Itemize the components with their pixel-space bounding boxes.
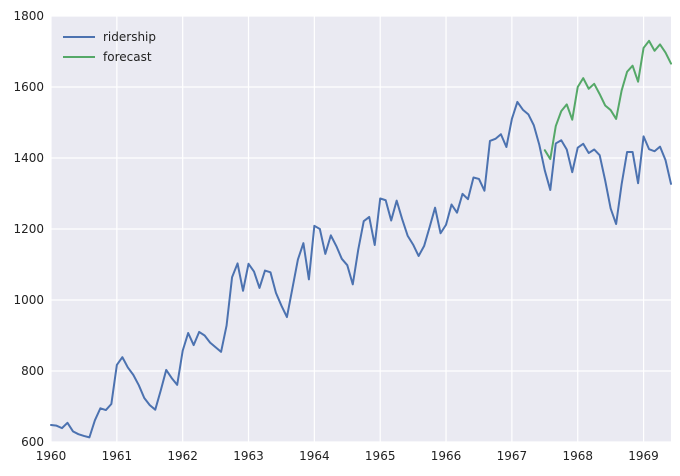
- x-tick-label: 1965: [365, 449, 396, 463]
- x-tick-label: 1968: [562, 449, 593, 463]
- series-line-forecast: [543, 39, 672, 161]
- y-tick-label: 1200: [13, 222, 44, 236]
- series-line-ridership: [50, 100, 672, 439]
- x-tick-label: 1966: [431, 449, 462, 463]
- x-tick-label: 1961: [102, 449, 133, 463]
- series-layer: [50, 39, 672, 439]
- legend-label-forecast: forecast: [103, 50, 152, 64]
- x-tick-label: 1960: [36, 449, 67, 463]
- x-tick-label: 1964: [299, 449, 330, 463]
- x-tick-label: 1963: [233, 449, 264, 463]
- x-tick-label: 1967: [497, 449, 528, 463]
- legend-label-ridership: ridership: [103, 30, 156, 44]
- y-axis: 600 800 1000 1200 1400 1600 1800: [13, 9, 44, 449]
- legend: ridership forecast: [63, 30, 156, 64]
- y-tick-label: 1400: [13, 151, 44, 165]
- y-tick-label: 800: [21, 364, 44, 378]
- x-tick-label: 1969: [628, 449, 659, 463]
- y-tick-label: 600: [21, 435, 44, 449]
- y-tick-label: 1800: [13, 9, 44, 23]
- y-tick-label: 1000: [13, 293, 44, 307]
- x-tick-label: 1962: [167, 449, 198, 463]
- x-axis: 1960 1961 1962 1963 1964 1965 1966 1967 1968 1969: [36, 449, 659, 463]
- y-tick-label: 1600: [13, 80, 44, 94]
